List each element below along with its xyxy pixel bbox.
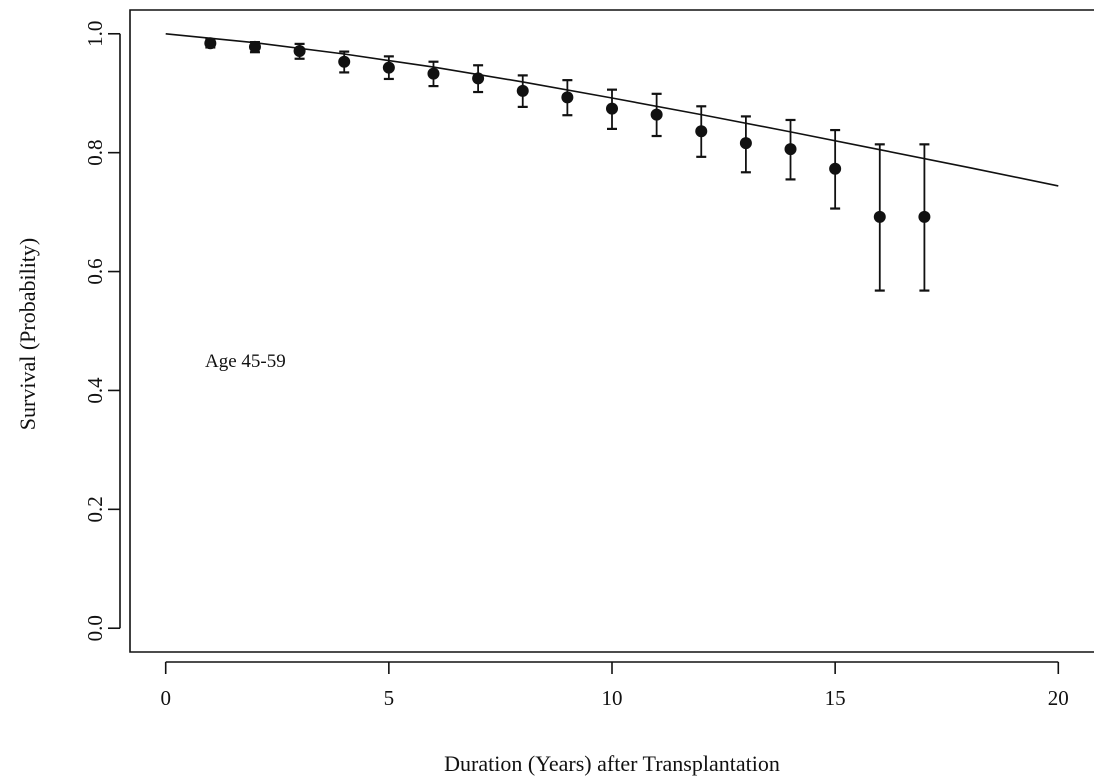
age-group-annotation: Age 45-59 [205, 351, 286, 372]
y-tick-label: 1.0 [83, 21, 107, 47]
data-point [293, 45, 306, 58]
x-tick-label: 10 [602, 686, 623, 710]
data-point [739, 137, 752, 150]
data-point [472, 72, 485, 85]
y-tick-label: 0.4 [83, 377, 107, 404]
data-point [516, 84, 529, 97]
axes [108, 9, 1094, 674]
x-tick-label: 20 [1048, 686, 1069, 710]
data-point [650, 108, 663, 121]
data-point [427, 67, 440, 80]
y-axis-label: Survival (Probability) [15, 238, 40, 430]
labels: 0 5 10 15 20 0.0 0.2 0.4 0.6 0.8 1.0 Duration (Year… [15, 21, 1069, 776]
data-point [606, 102, 618, 115]
x-tick-label: 0 [160, 686, 171, 710]
data-point [873, 210, 886, 223]
x-tick-label: 5 [384, 686, 395, 710]
data-point [829, 162, 842, 175]
y-tick-label: 0.0 [83, 615, 107, 641]
data-point [918, 210, 931, 223]
x-axis-label: Duration (Years) after Transplantation [444, 751, 780, 776]
data-point [338, 55, 351, 68]
data-point [695, 125, 708, 138]
data-point [784, 143, 797, 156]
x-tick-label: 15 [825, 686, 846, 710]
y-tick-label: 0.2 [83, 496, 107, 522]
data-point [382, 61, 395, 74]
data-point [561, 91, 574, 104]
y-tick-label: 0.6 [83, 258, 107, 284]
error-bars [205, 38, 930, 292]
plot-frame [129, 9, 1094, 653]
y-tick-label: 0.8 [83, 140, 107, 166]
data-point [248, 40, 261, 53]
data-point [204, 37, 217, 50]
data-points [204, 37, 931, 223]
